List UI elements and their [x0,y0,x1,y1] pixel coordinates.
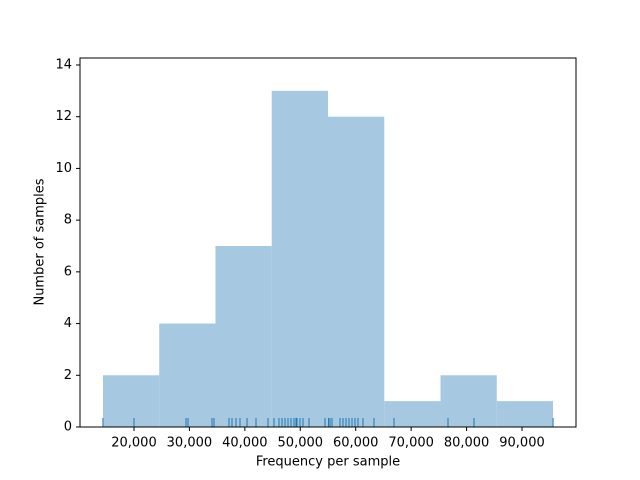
x-tick-label: 20,000 [111,436,157,451]
y-axis-label: Number of samples [33,178,48,305]
y-tick-label: 0 [64,420,72,435]
y-tick-label: 6 [64,264,72,279]
bar [271,90,328,428]
x-tick-label: 50,000 [278,436,324,451]
bar [384,401,441,427]
bar [496,401,554,427]
bar [440,375,497,427]
y-tick-label: 2 [64,368,72,383]
bar [159,323,216,427]
x-tick-label: 90,000 [499,436,545,451]
y-tick-label: 8 [64,213,72,228]
plot-frame [79,57,577,428]
bar [215,245,272,427]
x-tick-label: 30,000 [167,436,213,451]
y-tick-label: 4 [64,316,72,331]
x-tick-label: 80,000 [444,436,490,451]
bar [328,116,385,427]
x-axis-label: Frequency per sample [256,455,400,470]
x-tick-label: 40,000 [222,436,268,451]
y-tick-label: 14 [55,57,72,72]
bar [102,375,160,427]
y-tick-label: 12 [55,109,72,124]
x-tick-label: 70,000 [388,436,434,451]
y-tick-label: 10 [55,161,72,176]
x-tick-label: 60,000 [333,436,379,451]
